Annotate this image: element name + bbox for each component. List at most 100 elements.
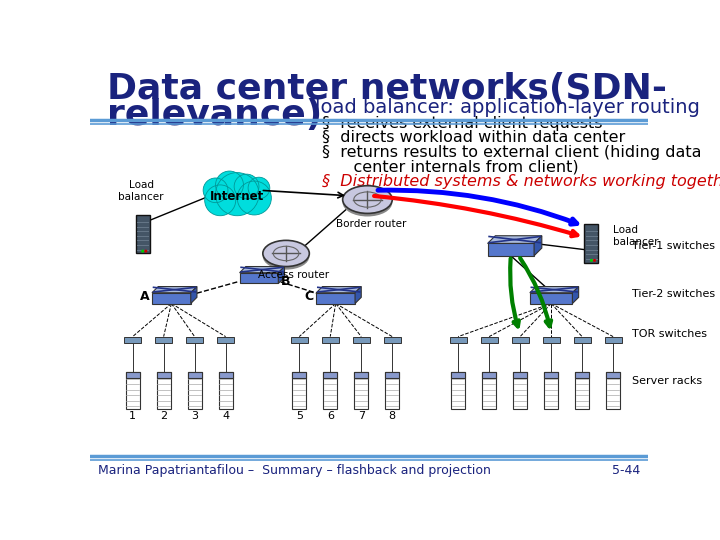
Circle shape	[141, 249, 144, 253]
Bar	[155, 336, 172, 343]
Bar	[292, 372, 306, 409]
Circle shape	[593, 259, 596, 262]
Polygon shape	[279, 267, 284, 284]
Text: Access router: Access router	[258, 271, 329, 280]
Bar	[126, 372, 140, 409]
Circle shape	[248, 177, 270, 199]
Bar	[157, 372, 171, 378]
Polygon shape	[191, 287, 197, 303]
Text: §  directs workload within data center: § directs workload within data center	[323, 130, 626, 145]
Bar	[322, 336, 339, 343]
Text: Load
balancer: Load balancer	[613, 225, 659, 247]
Polygon shape	[572, 287, 579, 303]
Bar	[543, 336, 559, 343]
Bar	[316, 293, 355, 303]
Circle shape	[215, 173, 259, 215]
Bar	[482, 372, 496, 409]
Bar	[152, 293, 191, 303]
Bar	[385, 372, 399, 378]
Bar	[157, 372, 171, 409]
Bar	[575, 372, 589, 409]
Circle shape	[203, 178, 228, 202]
Text: Load
balancer: Load balancer	[118, 180, 164, 202]
Text: Tier-1 switches: Tier-1 switches	[632, 241, 716, 251]
Bar	[513, 372, 527, 378]
Text: 3: 3	[191, 410, 198, 421]
Bar	[124, 336, 141, 343]
Bar	[353, 336, 370, 343]
Bar	[292, 372, 306, 378]
Bar	[451, 372, 465, 378]
Ellipse shape	[263, 244, 310, 269]
Text: Internet: Internet	[210, 190, 264, 203]
Bar	[451, 372, 465, 409]
Circle shape	[238, 181, 271, 215]
Bar	[449, 336, 467, 343]
Text: Border router: Border router	[336, 219, 407, 229]
Bar	[219, 372, 233, 409]
Text: A: A	[140, 290, 150, 303]
Bar	[188, 372, 202, 378]
Text: §  receives external client requests: § receives external client requests	[323, 116, 603, 131]
Bar	[217, 336, 234, 343]
Polygon shape	[316, 287, 361, 293]
Circle shape	[144, 249, 148, 253]
Text: C: C	[305, 290, 314, 303]
Bar	[481, 336, 498, 343]
Bar	[323, 372, 337, 409]
Ellipse shape	[343, 189, 392, 217]
Bar	[575, 372, 589, 378]
Circle shape	[590, 259, 593, 262]
Text: 4: 4	[222, 410, 229, 421]
Bar	[323, 372, 337, 378]
Text: TOR switches: TOR switches	[632, 329, 708, 339]
Polygon shape	[487, 236, 542, 244]
Bar	[186, 336, 203, 343]
Bar	[606, 372, 620, 409]
Circle shape	[204, 185, 235, 215]
Bar	[544, 372, 558, 409]
Bar	[482, 372, 496, 378]
Text: §  Distributed systems & networks working together: § Distributed systems & networks working…	[323, 174, 720, 189]
Text: Tier-2 switches: Tier-2 switches	[632, 289, 716, 299]
Bar	[574, 336, 590, 343]
Bar	[585, 224, 598, 262]
Text: 1: 1	[129, 410, 136, 421]
Text: 8: 8	[389, 410, 396, 421]
Text: §  returns results to external client (hiding data: § returns results to external client (hi…	[323, 145, 702, 160]
Polygon shape	[355, 287, 361, 303]
Bar	[384, 336, 401, 343]
Text: 5-44: 5-44	[612, 464, 640, 477]
Text: 6: 6	[327, 410, 334, 421]
Bar	[606, 372, 620, 378]
Polygon shape	[530, 287, 579, 293]
Bar	[487, 244, 534, 256]
Circle shape	[215, 171, 243, 199]
Bar	[219, 372, 233, 378]
Text: Server racks: Server racks	[632, 375, 703, 386]
Bar	[354, 372, 368, 409]
Text: 2: 2	[160, 410, 167, 421]
Ellipse shape	[343, 186, 392, 213]
Text: Data center networks(SDN-: Data center networks(SDN-	[107, 72, 667, 106]
Bar	[530, 293, 572, 303]
Bar	[126, 372, 140, 378]
Bar	[136, 215, 150, 253]
Polygon shape	[152, 287, 197, 293]
Bar	[354, 372, 368, 378]
Text: relevance): relevance)	[107, 98, 323, 132]
Text: Marina Papatriantafilou –  Summary – flashback and projection: Marina Papatriantafilou – Summary – flas…	[98, 464, 490, 477]
Bar	[240, 273, 279, 284]
Ellipse shape	[263, 240, 310, 267]
Text: center internals from client): center internals from client)	[333, 159, 579, 174]
Circle shape	[234, 174, 259, 199]
Bar	[291, 336, 307, 343]
Bar	[544, 372, 558, 378]
Text: 7: 7	[358, 410, 365, 421]
Text: load balancer: application-layer routing: load balancer: application-layer routing	[315, 98, 700, 117]
Bar	[513, 372, 527, 409]
Bar	[605, 336, 621, 343]
Bar	[512, 336, 528, 343]
Bar	[188, 372, 202, 409]
Bar	[385, 372, 399, 409]
